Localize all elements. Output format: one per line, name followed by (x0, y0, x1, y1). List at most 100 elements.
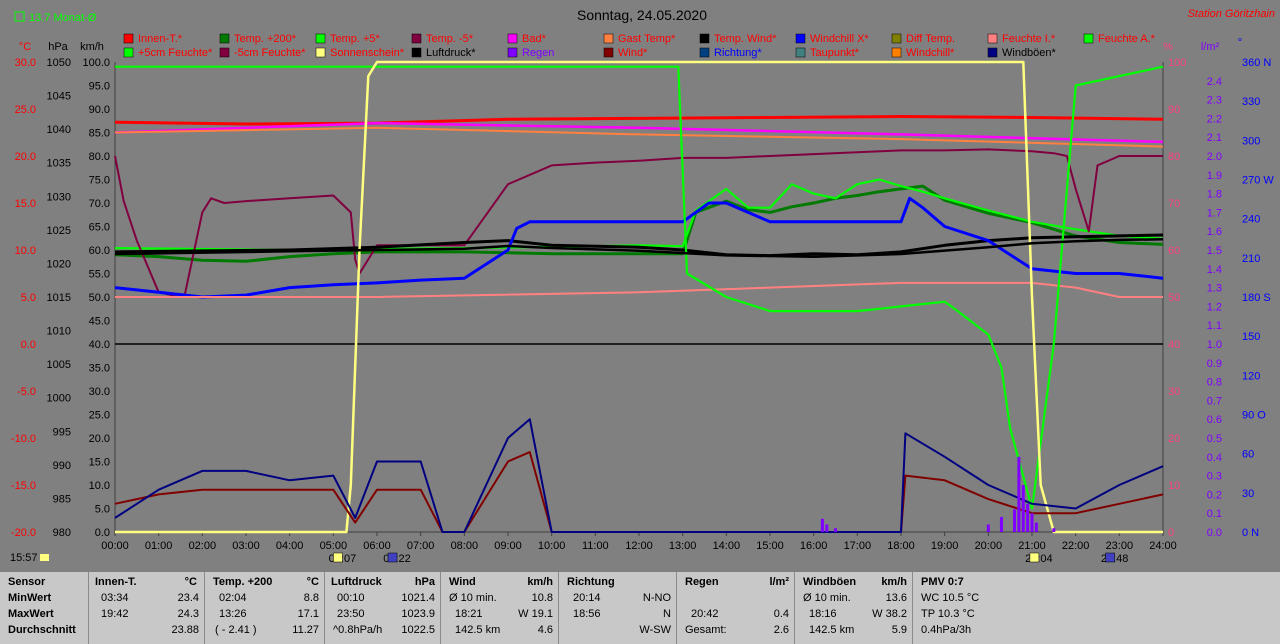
kmh-axis-tick: 80.0 (89, 151, 110, 163)
legend-label: Temp. +200* (234, 33, 297, 45)
station-label: Station Göritzhain (1188, 8, 1275, 20)
richtung-max: N (663, 608, 671, 620)
druck-min-time: 00:10 (337, 592, 365, 604)
series-gast-temp (114, 126, 1164, 148)
legend-swatch (699, 47, 710, 58)
temp-min: 8.8 (303, 592, 319, 604)
degree-axis-tick: 150 (1242, 331, 1260, 343)
degree-axis-tick: 180 S (1242, 292, 1271, 304)
x-axis-tick: 13:00 (669, 540, 697, 552)
lm2-axis-tick: 1.3 (1207, 283, 1222, 295)
summary-druck-column: Luftdruck hPa 00:10 1021.4 23:50 1023.9 ^0.… (324, 572, 441, 644)
lm2-axis-tick: 1.6 (1207, 226, 1222, 238)
summary-richtung-column: Richtung 20:14 N-NO 18:56 N W-SW (558, 572, 677, 644)
hpa-axis-tick: 1050 (47, 57, 71, 69)
druck-title: Luftdruck (331, 576, 382, 588)
boeen-max-time: 18:16 (809, 608, 837, 620)
lm2-axis-tick: 2.4 (1207, 76, 1222, 88)
lm2-axis-tick: 0.0 (1207, 527, 1222, 539)
percent-axis-tick: 70 (1168, 198, 1180, 210)
legend-label: Taupunkt* (810, 47, 860, 59)
legend-label: Feuchte I.* (1002, 33, 1056, 45)
label-min: MinWert (8, 592, 52, 604)
chart-area: Sonntag, 24.05.2020 Station Göritzhain 1… (10, 7, 1275, 565)
legend-label: Gast Temp* (618, 33, 676, 45)
degree-axis-tick: 0 N (1242, 527, 1259, 539)
celsius-axis-tick: 15.0 (15, 198, 36, 210)
x-axis-tick: 24:00 (1149, 540, 1177, 552)
series-sonnenschein (115, 60, 1163, 534)
series-luftdruck (114, 238, 1164, 258)
x-axis-tick: 10:00 (538, 540, 566, 552)
kmh-axis-tick: 85.0 (89, 128, 110, 140)
wind-max-time: 18:21 (455, 608, 483, 620)
sunset-icon (1029, 552, 1040, 563)
unit-degree: ° (1238, 37, 1242, 49)
richtung-avg: W-SW (639, 624, 671, 636)
series-temp-5 (114, 148, 1163, 297)
legend-swatch (699, 33, 710, 44)
wind-avg-note: 142.5 km (455, 624, 501, 636)
lm2-axis-tick: 0.9 (1207, 358, 1222, 370)
lm2-axis-tick: 0.8 (1207, 377, 1222, 389)
hpa-axis-tick: 985 (53, 493, 71, 505)
regen-max: 0.4 (773, 608, 789, 620)
lm2-axis-tick: 0.5 (1207, 433, 1222, 445)
x-axis-tick: 09:00 (494, 540, 522, 552)
kmh-axis-tick: 60.0 (89, 245, 110, 257)
boeen-title: Windböen (803, 576, 857, 588)
celsius-axis-tick: -10.0 (11, 433, 36, 445)
legend-label: -5cm Feuchte* (234, 47, 306, 59)
x-axis-tick: 06:00 (363, 540, 391, 552)
celsius-axis-tick: 0.0 (21, 339, 36, 351)
x-axis-tick: 17:00 (844, 540, 872, 552)
kmh-axis-tick: 75.0 (89, 175, 110, 187)
boeen-max: W 38.2 (872, 608, 907, 620)
innen-min-time: 03:34 (101, 592, 129, 604)
regen-bar (986, 524, 990, 532)
legend-swatch (123, 47, 134, 58)
legend-swatch (507, 47, 518, 58)
temp-max: 17.1 (297, 608, 319, 620)
x-axis-tick: 23:00 (1106, 540, 1134, 552)
legend-label: +5cm Feuchte* (138, 47, 213, 59)
wind-min-time: Ø 10 min. (449, 592, 497, 604)
kmh-axis-tick: 100.0 (82, 57, 110, 69)
kmh-axis-tick: 90.0 (89, 104, 110, 116)
celsius-axis-tick: -15.0 (11, 480, 36, 492)
kmh-axis-tick: 35.0 (89, 363, 110, 375)
druck-avg-note: ^0.8hPa/h (333, 624, 383, 636)
month-avg-swatch (14, 11, 25, 22)
series-windchill-x (114, 196, 1164, 299)
legend-label: Temp. -5* (426, 33, 474, 45)
sunrise-icon (333, 552, 343, 563)
lm2-axis-tick: 2.1 (1207, 132, 1222, 144)
legend-layer: Innen-T.* Temp. +200* Temp. +5* Temp. -5* Ba… (123, 33, 1156, 59)
pmv-title: PMV 0:7 (921, 576, 964, 588)
kmh-axis-tick: 0.0 (95, 527, 110, 539)
percent-axis-tick: 40 (1168, 339, 1180, 351)
innen-title: Innen-T. (95, 576, 137, 588)
legend-swatch (507, 33, 518, 44)
wind-avg: 4.6 (537, 624, 553, 636)
lm2-axis-tick: 2.0 (1207, 151, 1222, 163)
kmh-axis-tick: 70.0 (89, 198, 110, 210)
richtung-min: N-NO (642, 592, 671, 604)
sun-icon (40, 554, 49, 561)
x-axis-tick: 11:00 (582, 540, 609, 552)
celsius-axis-tick: 30.0 (15, 57, 36, 69)
hpa-axis-tick: 1020 (47, 258, 71, 270)
lm2-axis-tick: 0.2 (1207, 489, 1222, 501)
druck-unit: hPa (414, 576, 435, 588)
x-axis-tick: 07:00 (407, 540, 435, 552)
summary-regen-column: Regen l/m² 20:42 0.4 Gesamt: 2.6 (676, 572, 795, 644)
legend-label: Windchill* (906, 47, 955, 59)
innen-max: 24.3 (177, 608, 199, 620)
x-axis-tick: 22:00 (1062, 540, 1090, 552)
legend-label: Temp. Wind* (714, 33, 777, 45)
legend-label: Innen-T.* (138, 33, 183, 45)
temp-avg: 11.27 (292, 624, 319, 636)
lm2-axis-tick: 0.7 (1207, 395, 1222, 407)
x-axis-tick: 16:00 (800, 540, 828, 552)
